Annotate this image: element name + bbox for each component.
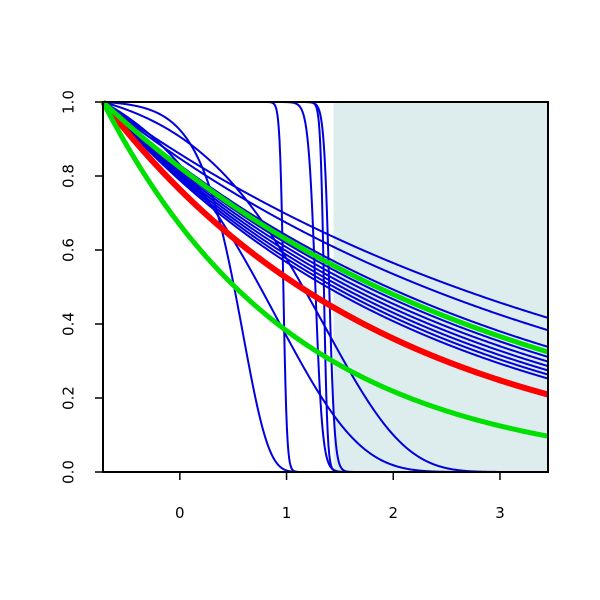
plot-frame [102,101,549,473]
y-tick-label: 0.6 [60,238,78,262]
y-tick-label: 0.0 [60,460,78,484]
x-tick-label: 2 [388,504,398,522]
x-tick-label: 0 [175,504,185,522]
green-curve-18 [101,100,550,355]
y-tick-label: 0.2 [60,386,78,410]
blue-curve-9 [102,101,549,380]
y-tick-label: 0.4 [60,312,78,336]
blue-curve-6 [102,101,549,368]
blue-curve-7 [102,101,549,372]
blue-curve-0 [102,101,549,319]
blue-curve-1 [102,101,549,332]
green-curve-19 [100,100,550,439]
y-axis: 0.0 0.2 0.4 0.6 0.8 1.0 [60,90,103,484]
blue-curve-5 [102,101,549,363]
y-tick-label: 1.0 [60,90,78,114]
red-curve-17 [100,99,551,398]
x-tick-label: 1 [282,504,292,522]
x-tick-label: 3 [495,504,505,522]
y-tick-label: 0.8 [60,164,78,188]
blue-curve-8 [102,101,549,376]
x-axis: 0 1 2 3 [175,472,505,522]
